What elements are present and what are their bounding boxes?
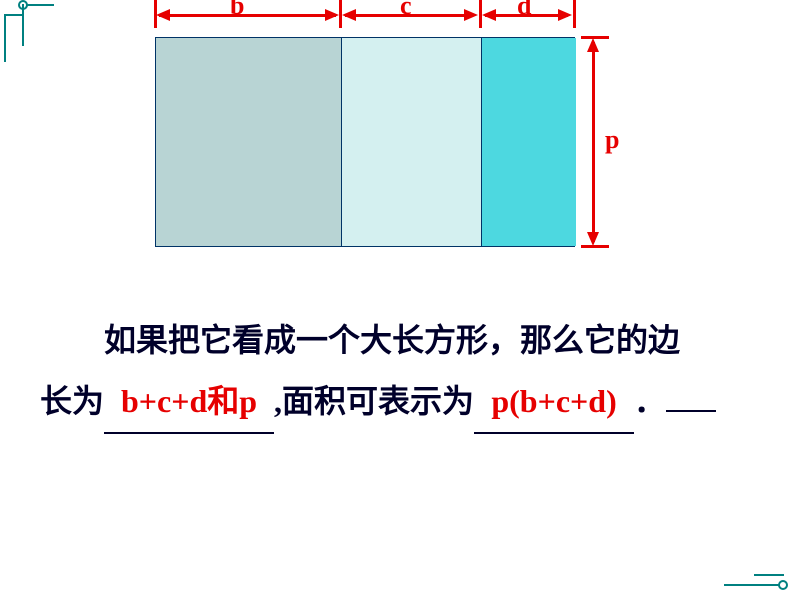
blank-trailing bbox=[666, 410, 716, 412]
frame-br-dot-icon bbox=[778, 580, 788, 590]
frame-dot-icon bbox=[18, 0, 28, 10]
question-text: 如果把它看成一个大长方形，那么它的边 长为b+c+d和p,面积可表示为p(b+c… bbox=[40, 310, 754, 434]
label-p: p bbox=[605, 125, 619, 155]
arrow-d-left bbox=[482, 9, 496, 21]
arrow-c-right bbox=[464, 9, 478, 21]
arrow-b-right bbox=[325, 9, 339, 21]
blank-dimensions: b+c+d和p bbox=[104, 371, 274, 434]
rectangle-diagram: b c d p bbox=[155, 5, 615, 260]
rectangle-container bbox=[155, 37, 575, 247]
arrow-p-up bbox=[587, 38, 599, 52]
frame-corner-top-left bbox=[4, 4, 54, 64]
text-line2b: ,面积可表示为 bbox=[274, 383, 474, 419]
arrow-b-left bbox=[156, 9, 170, 21]
text-line2a: 长为 bbox=[40, 383, 104, 419]
blank-area: p(b+c+d) bbox=[474, 371, 634, 434]
arrow-d-right bbox=[558, 9, 572, 21]
arrow-p-down bbox=[587, 232, 599, 246]
rect-d bbox=[481, 38, 576, 246]
label-d: d bbox=[517, 0, 531, 21]
text-line2c: ． bbox=[634, 383, 666, 419]
label-b: b bbox=[230, 0, 244, 21]
rect-b bbox=[156, 38, 341, 246]
rect-c bbox=[341, 38, 481, 246]
arrow-c-left bbox=[342, 9, 356, 21]
frame-br-line bbox=[724, 584, 784, 586]
text-line1: 如果把它看成一个大长方形，那么它的边 bbox=[40, 322, 680, 358]
frame-inner-line bbox=[4, 14, 22, 64]
frame-corner-bottom-right bbox=[714, 556, 784, 586]
label-c: c bbox=[400, 0, 412, 21]
dim-line-p bbox=[592, 42, 595, 242]
frame-br-short bbox=[754, 574, 784, 576]
dim-line-b bbox=[159, 14, 336, 17]
tick-d-end bbox=[573, 0, 576, 28]
